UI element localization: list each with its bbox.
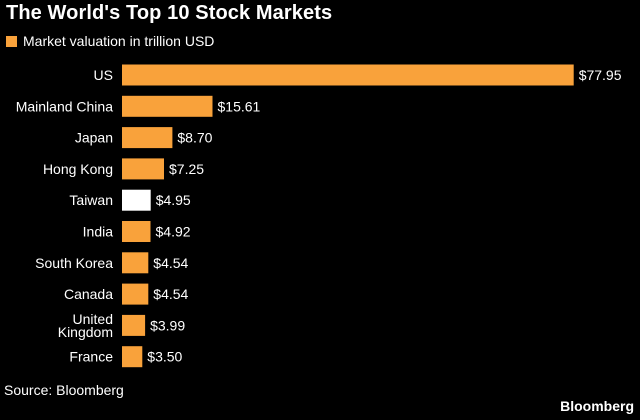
- source-note: Source: Bloomberg: [4, 382, 124, 398]
- bar: [122, 346, 143, 368]
- category-label: Japan: [75, 130, 113, 146]
- bar: [122, 158, 164, 180]
- category-label: US: [94, 67, 113, 83]
- value-label: $3.99: [150, 317, 185, 333]
- value-label: $7.25: [169, 161, 204, 177]
- value-label: $8.70: [177, 130, 212, 146]
- value-label: $4.95: [156, 192, 191, 208]
- bar: [122, 95, 213, 117]
- category-label: Hong Kong: [43, 161, 113, 177]
- category-label: Mainland China: [16, 98, 113, 114]
- category-label: United Kingdom: [58, 311, 113, 340]
- legend-swatch: [6, 35, 17, 47]
- value-label: $3.50: [147, 349, 182, 365]
- category-label: France: [69, 349, 113, 365]
- bar: [122, 283, 149, 305]
- category-label: India: [83, 224, 114, 240]
- category-label: South Korea: [35, 255, 113, 271]
- bar: [122, 252, 149, 274]
- bar: [122, 127, 173, 149]
- bar: [122, 64, 574, 86]
- bar: [122, 314, 146, 336]
- value-label: $4.92: [156, 224, 191, 240]
- legend-label: Market valuation in trillion USD: [23, 33, 215, 49]
- chart-title: The World's Top 10 Stock Markets: [6, 2, 333, 24]
- brand-logo: Bloomberg: [560, 398, 634, 414]
- bar: [122, 221, 151, 242]
- category-label: Taiwan: [69, 192, 113, 208]
- category-label: Canada: [64, 286, 113, 302]
- legend: Market valuation in trillion USD: [6, 33, 214, 49]
- value-label: $15.61: [218, 98, 261, 114]
- bar: [122, 189, 151, 211]
- value-label: $4.54: [153, 286, 188, 302]
- value-label: $77.95: [579, 67, 622, 83]
- value-label: $4.54: [153, 255, 188, 271]
